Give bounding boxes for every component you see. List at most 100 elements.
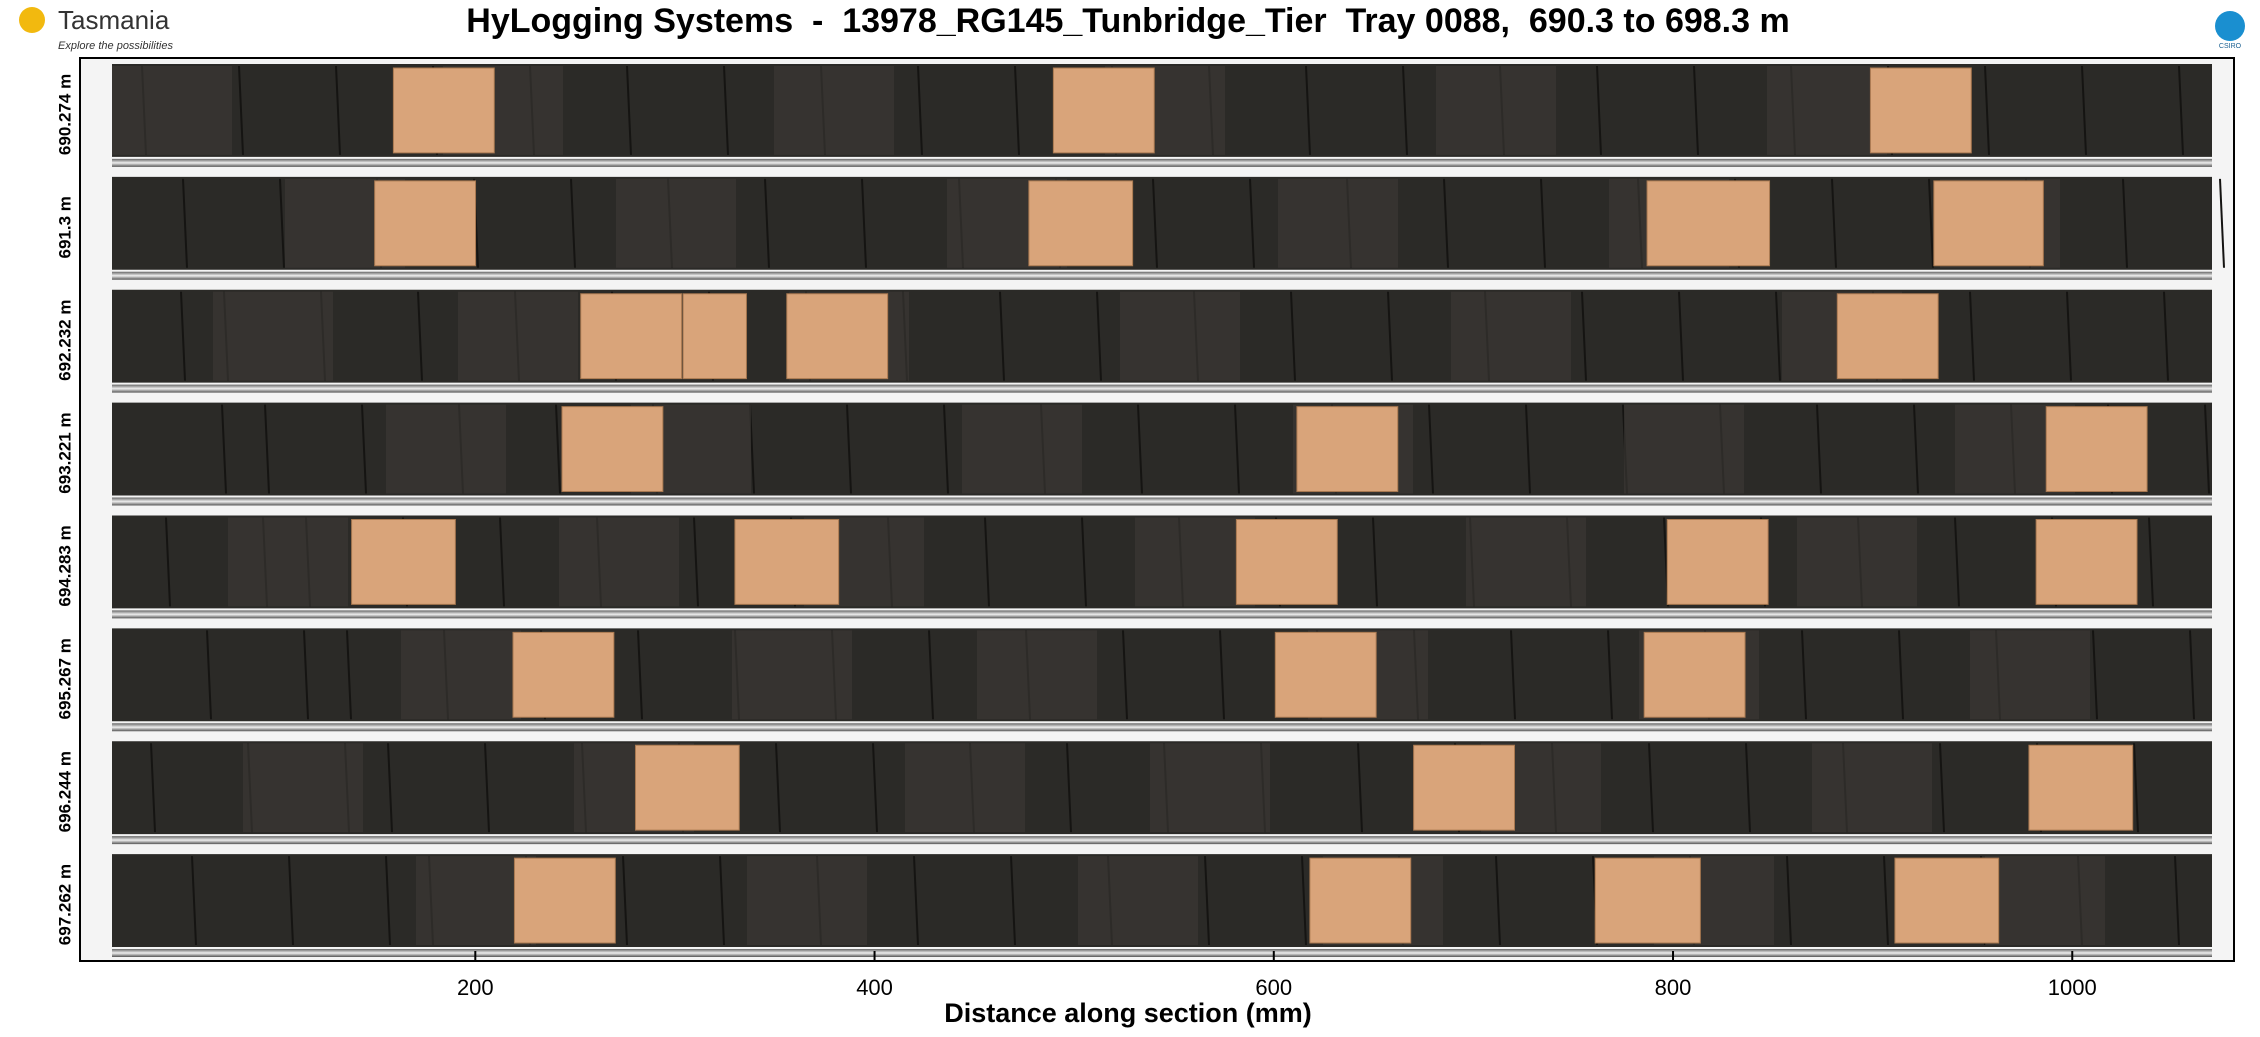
core-fracture: [180, 291, 186, 381]
core-shade: [559, 517, 679, 607]
core-fracture: [499, 517, 505, 607]
core-shade: [962, 404, 1082, 494]
x-tick-label: 200: [457, 975, 494, 1000]
separator-rod: [112, 949, 2212, 957]
sample-tag: [374, 180, 477, 267]
core-fracture: [1495, 856, 1501, 946]
core-fracture: [1204, 856, 1210, 946]
core-fracture: [637, 630, 643, 720]
core-shade: [1797, 517, 1917, 607]
sample-tag: [1869, 67, 1972, 154]
core-shade: [1624, 404, 1744, 494]
core-fracture: [150, 743, 156, 833]
core-fracture: [555, 404, 561, 494]
core-shade: [1078, 856, 1198, 945]
sample-tag: [1894, 857, 2000, 944]
core-fracture: [335, 65, 341, 155]
sample-tag: [682, 293, 747, 380]
separator-rod: [112, 836, 2212, 845]
x-tick-label: 400: [856, 975, 893, 1000]
row-depth-label: 695.267 m: [55, 638, 74, 719]
core-fracture: [191, 856, 197, 946]
core-fracture: [1137, 404, 1143, 494]
core-fracture: [2122, 178, 2128, 268]
sample-tag: [2035, 519, 2138, 605]
sample-tag: [2028, 744, 2134, 831]
core-fracture: [1939, 743, 1945, 833]
core-fracture: [719, 856, 725, 946]
core-shade: [1135, 517, 1255, 607]
core-shade: [243, 743, 363, 833]
core-fracture: [1443, 178, 1449, 268]
core-fracture: [2204, 404, 2210, 494]
core-fracture: [1745, 743, 1751, 833]
core-fracture: [165, 517, 171, 607]
core-shade: [458, 291, 578, 381]
sample-tag: [734, 519, 840, 605]
core-fracture: [2066, 291, 2072, 381]
sample-tag: [561, 406, 664, 492]
sample-tag: [580, 293, 683, 380]
logo-sun: [19, 7, 45, 33]
core-shade: [112, 66, 232, 155]
sample-tag: [786, 293, 889, 380]
core-shade: [1278, 178, 1398, 268]
row-depth-label: 694.283 m: [55, 525, 74, 606]
core-fracture: [913, 856, 919, 946]
core-fracture: [999, 291, 1005, 381]
core-fracture: [303, 630, 309, 720]
core-fracture: [417, 291, 423, 381]
core-fracture: [764, 178, 770, 268]
core-fracture: [1540, 178, 1546, 268]
core-fracture: [1152, 178, 1158, 268]
logo-tagline: Explore the possibilities: [58, 40, 173, 52]
separator-rod: [112, 271, 2212, 280]
core-fracture: [1954, 517, 1960, 607]
core-shade: [213, 291, 333, 381]
core-fracture: [1010, 856, 1016, 946]
core-fracture: [1648, 743, 1654, 833]
core-shade: [1451, 291, 1571, 381]
core-fracture: [484, 743, 490, 833]
core-fracture: [2092, 630, 2098, 720]
core-fracture: [1387, 291, 1393, 381]
core-fracture: [1969, 291, 1975, 381]
separator-rod: [112, 497, 2212, 506]
core-fracture: [361, 404, 367, 494]
core-fracture: [1607, 630, 1613, 720]
core-fracture: [943, 404, 949, 494]
core-fracture: [2148, 517, 2154, 607]
core-fracture: [1816, 404, 1822, 494]
sample-tag: [634, 744, 740, 831]
sample-tag: [1594, 857, 1701, 944]
logo-text: Tasmania: [58, 5, 170, 35]
core-shade: [1150, 743, 1270, 833]
core-shade: [401, 630, 521, 720]
core-fracture: [387, 743, 393, 833]
core-fracture: [1913, 404, 1919, 494]
core-tray: [112, 64, 2225, 957]
core-fracture: [1219, 630, 1225, 720]
core-fracture: [288, 856, 294, 946]
row-depth-label: 692.232 m: [55, 300, 74, 381]
core-fracture: [206, 630, 212, 720]
core-fracture: [570, 178, 576, 268]
core-shade: [228, 517, 348, 607]
sample-tag: [1274, 631, 1377, 718]
core-shade: [1436, 66, 1556, 155]
x-tick-label: 800: [1655, 975, 1692, 1000]
core-fracture: [1096, 291, 1102, 381]
core-shade: [386, 404, 506, 494]
core-fracture: [2133, 743, 2139, 833]
core-fracture: [622, 856, 628, 946]
core-fracture: [1081, 517, 1087, 607]
core-fracture: [238, 65, 244, 155]
core-fracture: [279, 178, 285, 268]
core-fracture: [1801, 630, 1807, 720]
core-fracture: [346, 630, 352, 720]
core-fracture: [1581, 291, 1587, 381]
core-fracture: [1510, 630, 1516, 720]
core-fracture: [846, 404, 852, 494]
sample-tag: [1646, 180, 1771, 267]
